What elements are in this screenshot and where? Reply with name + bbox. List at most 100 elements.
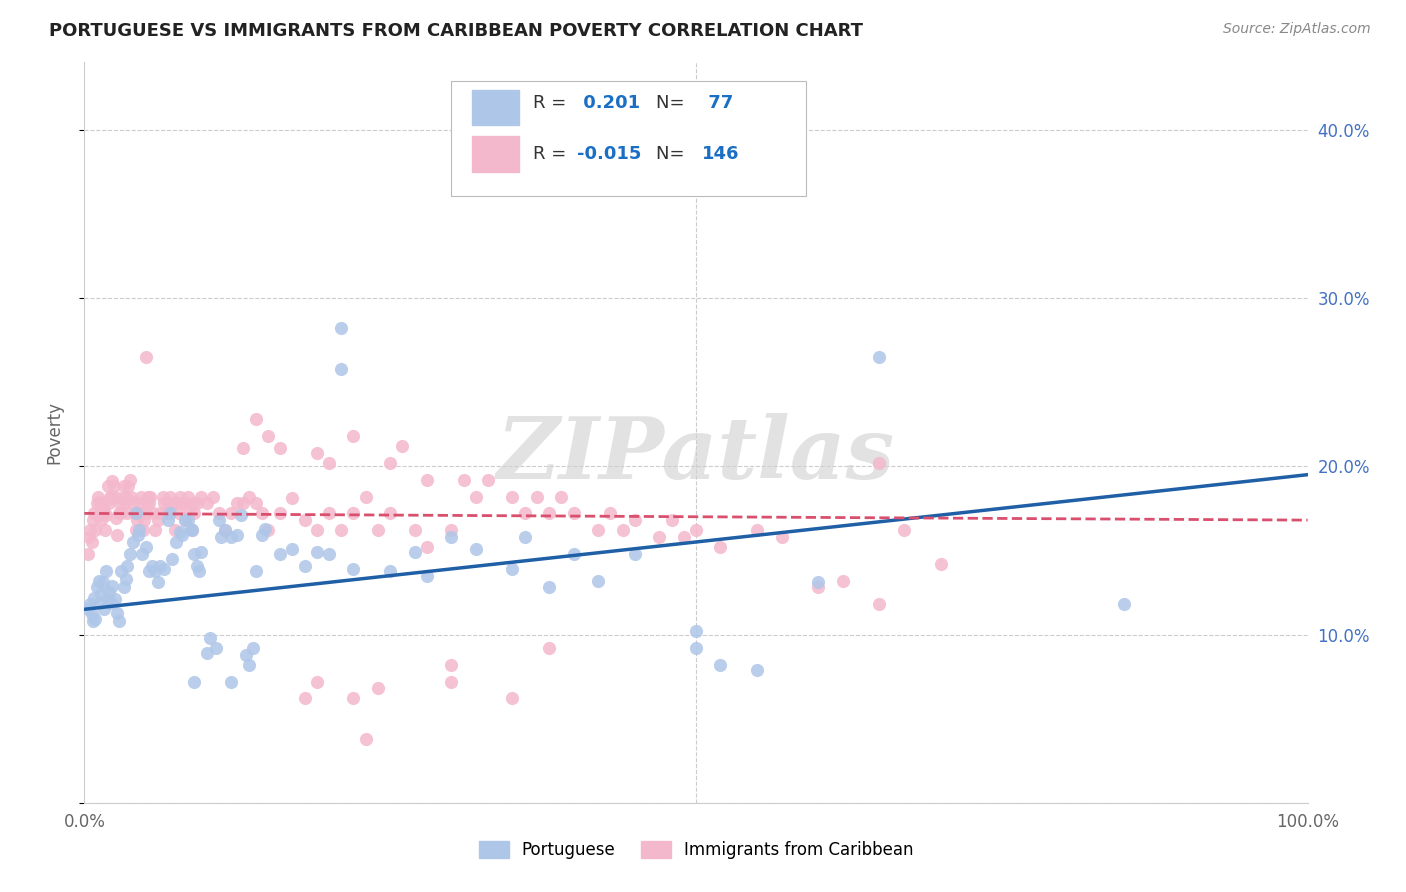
Point <box>305 545 328 559</box>
Point <box>77 547 100 561</box>
Point <box>115 572 138 586</box>
Point <box>153 496 176 510</box>
Text: R =: R = <box>533 95 572 112</box>
Point <box>111 491 134 506</box>
Point <box>238 657 260 672</box>
Point <box>87 508 110 522</box>
Point <box>97 592 120 607</box>
Point <box>149 507 172 521</box>
Point <box>342 507 364 521</box>
Text: 77: 77 <box>702 95 734 112</box>
Point <box>77 602 100 616</box>
Point <box>562 507 585 521</box>
Point <box>162 496 184 510</box>
Point <box>105 606 128 620</box>
Point <box>135 496 157 510</box>
Point <box>141 558 163 573</box>
Text: N=: N= <box>655 95 690 112</box>
Point <box>112 581 135 595</box>
Point <box>380 564 402 578</box>
Point <box>219 530 242 544</box>
Point <box>232 441 254 455</box>
Point <box>269 547 291 561</box>
Point <box>477 473 499 487</box>
Point <box>138 564 160 578</box>
Point <box>1114 597 1136 611</box>
Point <box>143 564 166 578</box>
Point <box>294 558 316 573</box>
Point <box>139 490 162 504</box>
Point <box>97 479 120 493</box>
Point <box>115 490 138 504</box>
Point <box>416 568 439 582</box>
Point <box>770 530 793 544</box>
Point <box>747 663 769 677</box>
Point <box>257 523 280 537</box>
Point <box>97 496 120 510</box>
Point <box>354 490 377 504</box>
Point <box>122 535 145 549</box>
Point <box>120 490 142 504</box>
Point <box>380 456 402 470</box>
Point <box>181 523 204 537</box>
Point <box>586 574 609 588</box>
Point <box>440 674 463 689</box>
Point <box>155 507 177 521</box>
Point <box>245 412 267 426</box>
Point <box>380 507 402 521</box>
Point <box>135 507 157 521</box>
Point <box>188 564 211 578</box>
Point <box>201 490 224 504</box>
Point <box>79 597 101 611</box>
Point <box>159 490 181 504</box>
Point <box>181 523 204 537</box>
Point <box>624 547 647 561</box>
Point <box>93 507 115 521</box>
Point <box>342 429 364 443</box>
Point <box>250 528 273 542</box>
Point <box>281 491 304 506</box>
Point <box>163 523 186 537</box>
Point <box>502 562 524 576</box>
Point <box>125 513 148 527</box>
Point <box>89 596 111 610</box>
Point <box>685 624 707 639</box>
Point <box>648 530 671 544</box>
Point <box>183 507 205 521</box>
Point <box>172 496 194 510</box>
Point <box>83 507 105 521</box>
Point <box>612 523 634 537</box>
Point <box>93 602 115 616</box>
Point <box>100 491 122 506</box>
Point <box>502 490 524 504</box>
Point <box>87 490 110 504</box>
Point <box>869 456 891 470</box>
Point <box>80 607 103 622</box>
Text: N=: N= <box>655 145 690 162</box>
Point <box>305 674 328 689</box>
Point <box>250 507 273 521</box>
Point <box>167 507 190 521</box>
Point <box>117 479 139 493</box>
Point <box>82 513 104 527</box>
Point <box>513 530 536 544</box>
Point <box>165 496 187 510</box>
Point <box>173 513 195 527</box>
Point <box>305 523 328 537</box>
Point <box>79 523 101 537</box>
Point <box>96 508 118 522</box>
Point <box>219 674 242 689</box>
Point <box>86 581 108 595</box>
Point <box>538 581 561 595</box>
Point <box>586 523 609 537</box>
Point <box>127 507 149 521</box>
Point <box>125 507 148 521</box>
Point <box>453 473 475 487</box>
Point <box>367 681 389 696</box>
Point <box>685 640 707 655</box>
Point <box>181 496 204 510</box>
Point <box>125 523 148 537</box>
Point <box>105 528 128 542</box>
Point <box>440 530 463 544</box>
Point <box>186 558 208 573</box>
